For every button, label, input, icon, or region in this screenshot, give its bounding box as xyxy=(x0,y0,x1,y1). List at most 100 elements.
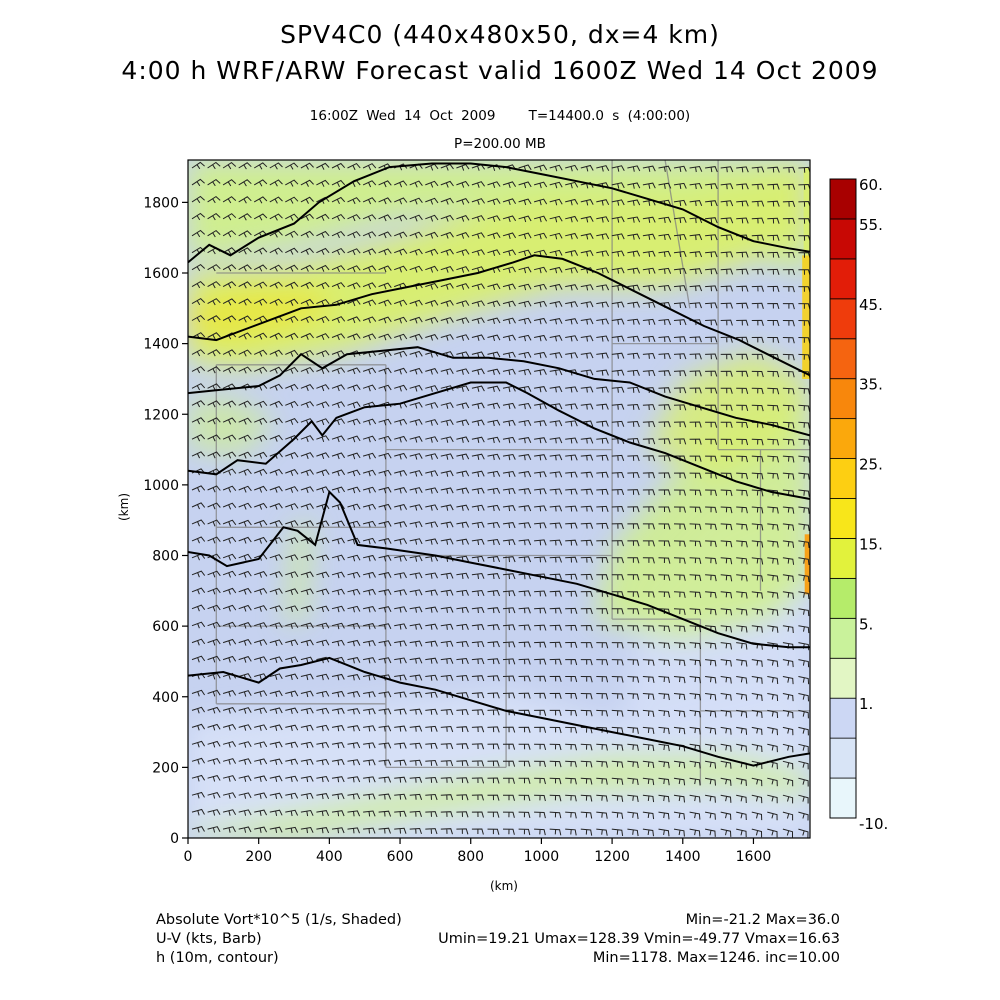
wind-barb xyxy=(502,368,516,376)
wind-barb xyxy=(440,725,454,733)
wind-barb xyxy=(222,468,237,476)
wind-barb xyxy=(362,435,377,443)
wind-barb xyxy=(580,216,594,223)
wind-barb xyxy=(285,486,299,493)
wind-barb xyxy=(518,181,532,189)
wind-barb xyxy=(596,454,609,461)
wind-barb xyxy=(300,486,314,493)
wind-barb xyxy=(363,810,376,817)
wind-barb xyxy=(767,455,779,463)
wind-barb xyxy=(471,692,485,699)
wind-barb xyxy=(580,676,593,683)
wind-barb xyxy=(580,250,594,257)
wind-barb xyxy=(269,196,283,204)
wind-barb xyxy=(642,404,656,411)
wind-barb xyxy=(534,658,547,665)
wind-barb xyxy=(191,655,206,663)
wind-barb xyxy=(549,369,563,376)
wind-barb xyxy=(720,676,732,684)
wind-barb xyxy=(207,229,221,238)
wind-barb xyxy=(642,165,656,172)
wind-barb xyxy=(254,519,268,527)
wind-barb xyxy=(549,539,563,546)
wind-barb xyxy=(471,419,485,426)
wind-barb xyxy=(316,793,330,800)
wind-barb xyxy=(207,519,221,527)
wind-barb xyxy=(254,605,268,612)
wind-barb xyxy=(425,453,439,460)
wind-barb xyxy=(611,488,625,496)
wind-barb xyxy=(736,404,749,412)
wind-barb xyxy=(580,369,594,376)
wind-barb xyxy=(425,674,438,681)
wind-barb xyxy=(798,693,809,702)
wind-barb xyxy=(425,180,439,188)
wind-barb xyxy=(673,709,686,718)
wind-barb xyxy=(596,471,609,478)
x-tick-label: 1600 xyxy=(736,849,772,865)
wind-barb xyxy=(736,642,748,650)
wind-barb xyxy=(316,810,330,817)
wind-barb xyxy=(378,827,391,834)
wind-barb xyxy=(394,657,407,664)
wind-barb xyxy=(425,214,439,222)
wind-barb xyxy=(440,368,454,375)
wind-barb xyxy=(751,387,764,395)
wind-barb xyxy=(751,743,763,753)
wind-barb xyxy=(627,489,640,496)
wind-barb xyxy=(580,811,593,819)
wind-barb xyxy=(565,454,578,461)
wind-barb xyxy=(316,758,330,766)
wind-barb xyxy=(549,675,562,682)
wind-barb xyxy=(471,385,485,392)
wind-barb xyxy=(720,268,734,275)
wind-barb xyxy=(285,281,299,289)
wind-barb xyxy=(627,557,640,564)
colorbar-segment xyxy=(829,298,857,340)
wind-barb xyxy=(689,828,701,837)
wind-barb xyxy=(751,811,763,821)
colorbar-label: 1. xyxy=(859,695,873,713)
wind-barb xyxy=(642,591,655,598)
wind-barb xyxy=(658,216,672,223)
wind-barb xyxy=(269,656,283,663)
wind-barb xyxy=(673,165,687,172)
wind-barb xyxy=(487,658,500,665)
wind-barb xyxy=(642,301,656,308)
wind-barb xyxy=(611,471,625,479)
wind-barb xyxy=(689,523,702,530)
wind-barb xyxy=(331,384,346,392)
wind-barb xyxy=(549,522,563,529)
wind-barb xyxy=(596,625,609,632)
wind-barb xyxy=(705,811,716,820)
wind-barb xyxy=(347,333,361,341)
wind-barb xyxy=(222,315,237,323)
wind-barb xyxy=(658,472,671,479)
wind-barb xyxy=(736,438,749,446)
wind-barb xyxy=(689,659,701,667)
wind-barb xyxy=(720,608,733,616)
wind-barb xyxy=(565,335,578,342)
wind-barb xyxy=(689,336,702,343)
wind-barb xyxy=(300,230,314,238)
wind-barb xyxy=(285,622,299,629)
wind-barb xyxy=(440,572,454,579)
wind-barb xyxy=(331,265,346,273)
wind-barb xyxy=(736,183,749,190)
wind-barb xyxy=(440,180,454,188)
wind-barb xyxy=(409,367,423,375)
wind-barb xyxy=(285,724,299,732)
wind-barb xyxy=(191,297,206,306)
wind-barb xyxy=(300,554,314,562)
wind-barb xyxy=(549,318,563,325)
wind-barb xyxy=(331,810,345,817)
wind-barb xyxy=(798,387,810,395)
wind-barb xyxy=(705,336,718,343)
wind-barb xyxy=(705,370,718,377)
wind-barb xyxy=(300,179,314,187)
wind-barb xyxy=(549,692,562,700)
wind-barb xyxy=(331,401,346,409)
wind-barb xyxy=(767,659,779,667)
wind-barb xyxy=(347,316,361,324)
wind-barb xyxy=(362,231,377,239)
